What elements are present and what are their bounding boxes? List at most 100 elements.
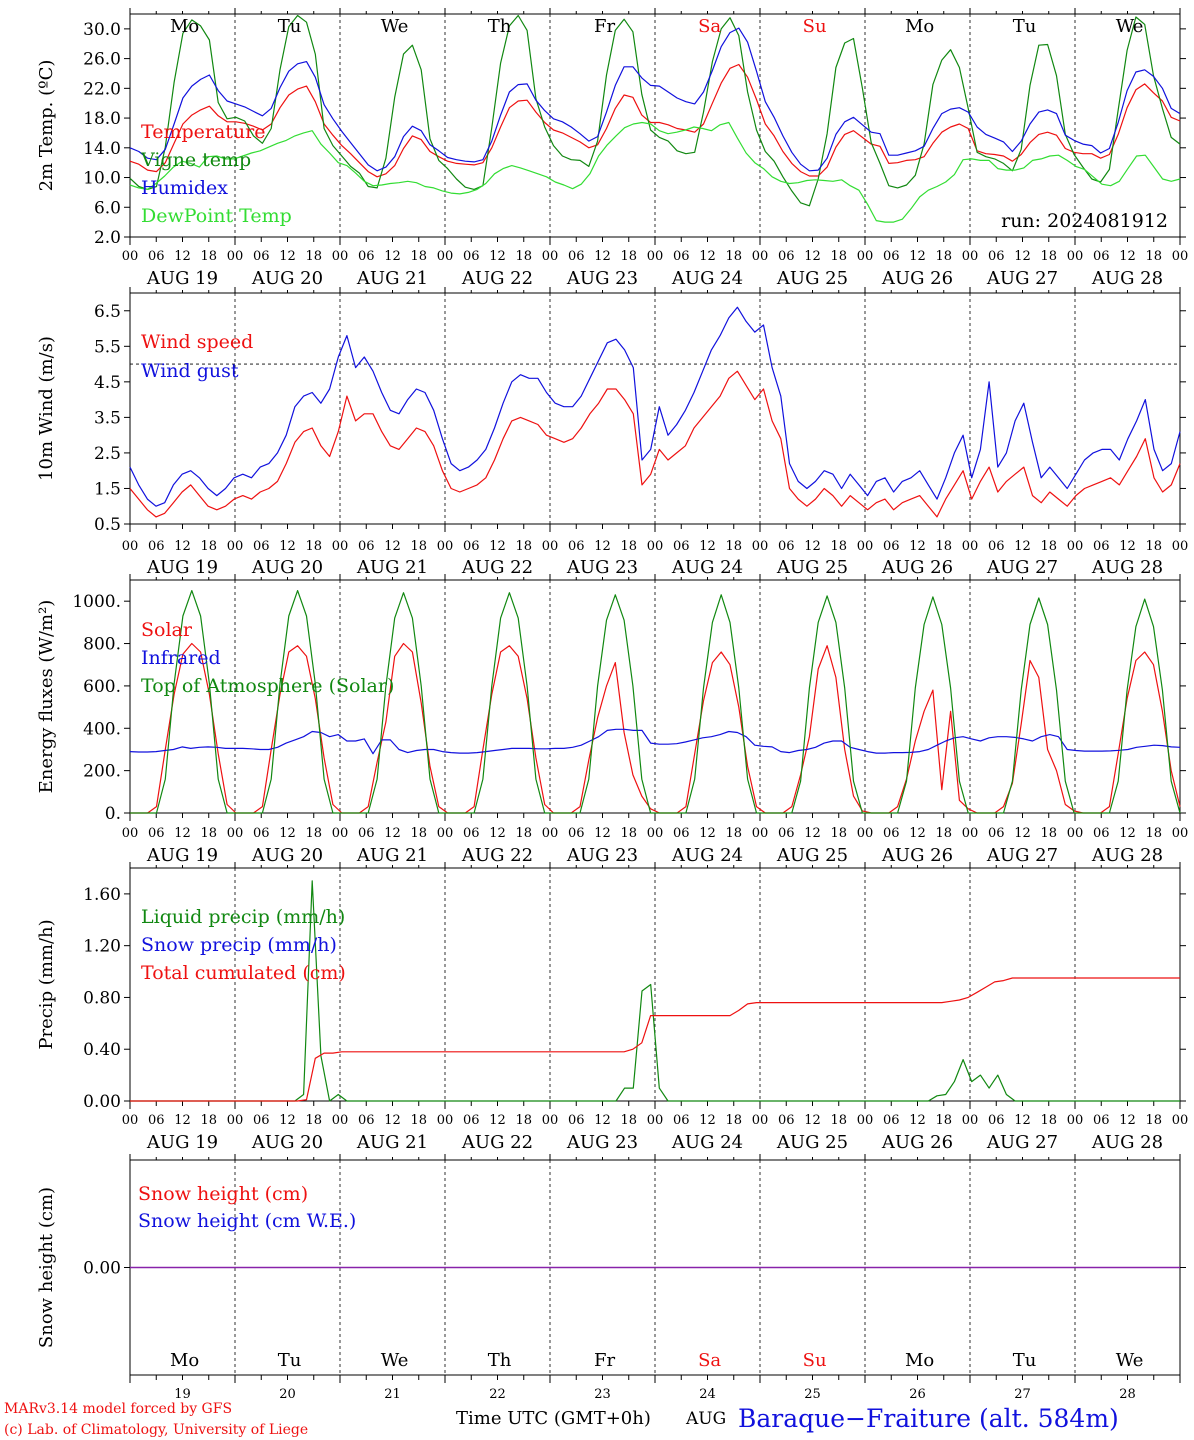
series-line-temperature <box>129 63 1181 178</box>
hour-tick-label: 18 <box>830 539 847 554</box>
hour-tick-label: 00 <box>647 826 664 841</box>
hour-tick-label: 06 <box>988 826 1005 841</box>
day-name-label: Th <box>488 16 512 37</box>
day-number-label: 26 <box>909 1387 926 1402</box>
date-label: AUG 19 <box>146 557 218 578</box>
y-tick-label: 6.0 <box>94 198 121 218</box>
hour-tick-label: 12 <box>594 539 611 554</box>
credit-line-2: (c) Lab. of Climatology, University of L… <box>4 1422 308 1438</box>
hour-tick-label: 00 <box>1172 539 1189 554</box>
hour-tick-label: 12 <box>1119 539 1136 554</box>
hour-tick-label: 18 <box>200 1113 217 1128</box>
series-line-vigne-temp <box>129 14 1181 207</box>
hour-tick-label: 00 <box>1067 249 1084 264</box>
hour-tick-label: 00 <box>647 249 664 264</box>
y-axis-title: Energy fluxes (W/m²) <box>36 600 57 794</box>
y-tick-label: 1000. <box>72 592 121 612</box>
hour-tick-label: 00 <box>122 539 139 554</box>
hour-tick-label: 12 <box>489 1113 506 1128</box>
day-name-label: Tu <box>1013 16 1037 37</box>
hour-tick-label: 06 <box>988 249 1005 264</box>
hour-tick-label: 06 <box>253 826 270 841</box>
date-label: AUG 20 <box>251 268 323 289</box>
hour-tick-label: 12 <box>489 539 506 554</box>
date-label: AUG 22 <box>461 1132 533 1153</box>
hour-tick-label: 18 <box>410 539 427 554</box>
series-line-solar <box>130 642 1181 814</box>
hour-tick-label: 06 <box>778 539 795 554</box>
hour-tick-label: 00 <box>227 826 244 841</box>
hour-tick-label: 00 <box>122 249 139 264</box>
hour-tick-label: 06 <box>1093 1113 1110 1128</box>
day-name-label: We <box>381 1350 409 1371</box>
y-tick-label: 0. <box>105 804 121 824</box>
legend-entry: Infrared <box>141 647 221 669</box>
hour-tick-label: 00 <box>542 249 559 264</box>
series-line-humidex <box>129 27 1181 172</box>
date-label: AUG 27 <box>986 1132 1058 1153</box>
legend-entry: Snow height (cm W.E.) <box>138 1210 356 1232</box>
date-label: AUG 23 <box>566 845 638 866</box>
date-label: AUG 25 <box>776 557 848 578</box>
hour-tick-label: 00 <box>437 826 454 841</box>
hour-tick-label: 00 <box>227 539 244 554</box>
hour-tick-label: 06 <box>358 1113 375 1128</box>
plot-frame <box>129 13 1181 238</box>
y-tick-label: 1.20 <box>83 937 121 957</box>
hour-tick-label: 00 <box>1067 539 1084 554</box>
hour-tick-label: 12 <box>489 249 506 264</box>
y-tick-label: 800. <box>83 635 121 655</box>
day-number-label: 22 <box>489 1387 506 1402</box>
day-number-label: 24 <box>699 1387 716 1402</box>
hour-tick-label: 06 <box>883 249 900 264</box>
month-label: AUG <box>685 1409 726 1429</box>
hour-tick-label: 00 <box>752 826 769 841</box>
day-name-label: We <box>1116 1350 1144 1371</box>
hour-tick-label: 18 <box>830 1113 847 1128</box>
legend-entry: Liquid precip (mm/h) <box>141 906 345 928</box>
legend-entry: Wind gust <box>141 360 239 382</box>
hour-tick-label: 00 <box>962 249 979 264</box>
hour-tick-label: 18 <box>935 539 952 554</box>
legend-entry: Vigne temp <box>140 149 251 171</box>
hour-tick-label: 12 <box>909 539 926 554</box>
y-axis-title: Precip (mm/h) <box>36 919 57 1049</box>
day-name-label: We <box>381 16 409 37</box>
hour-tick-label: 18 <box>1040 826 1057 841</box>
hour-tick-label: 00 <box>857 826 874 841</box>
y-tick-label: 22.0 <box>83 79 121 99</box>
hour-tick-label: 12 <box>594 826 611 841</box>
hour-tick-label: 12 <box>909 249 926 264</box>
legend-entry: Top of Atmosphere (Solar) <box>141 675 394 697</box>
hour-tick-label: 18 <box>725 1113 742 1128</box>
legend-entry: Temperature <box>141 121 265 143</box>
hour-tick-label: 12 <box>384 249 401 264</box>
series-line-total-cumulated-cm- <box>130 977 1180 1102</box>
y-tick-label: 26.0 <box>83 50 121 70</box>
date-label: AUG 19 <box>146 268 218 289</box>
hour-tick-label: 00 <box>122 826 139 841</box>
hour-tick-label: 06 <box>568 826 585 841</box>
hour-tick-label: 12 <box>699 249 716 264</box>
y-tick-label: 2.5 <box>94 444 121 464</box>
date-label: AUG 24 <box>671 268 743 289</box>
hour-tick-label: 12 <box>489 826 506 841</box>
hour-tick-label: 18 <box>620 539 637 554</box>
hour-tick-label: 00 <box>332 1113 349 1128</box>
hour-tick-label: 12 <box>174 539 191 554</box>
y-tick-label: 18.0 <box>83 109 121 129</box>
day-number-label: 23 <box>594 1387 611 1402</box>
date-label: AUG 19 <box>146 1132 218 1153</box>
y-tick-label: 1.60 <box>83 885 121 905</box>
hour-tick-label: 06 <box>253 1113 270 1128</box>
hour-tick-label: 12 <box>804 826 821 841</box>
hour-tick-label: 12 <box>384 1113 401 1128</box>
y-tick-label: 1.5 <box>94 479 121 499</box>
y-tick-label: 0.40 <box>83 1040 121 1060</box>
hour-tick-label: 06 <box>988 539 1005 554</box>
hour-tick-label: 12 <box>384 826 401 841</box>
hour-tick-label: 00 <box>1172 249 1189 264</box>
date-label: AUG 22 <box>461 557 533 578</box>
legend-entry: DewPoint Temp <box>141 205 292 227</box>
date-label: AUG 21 <box>356 268 428 289</box>
